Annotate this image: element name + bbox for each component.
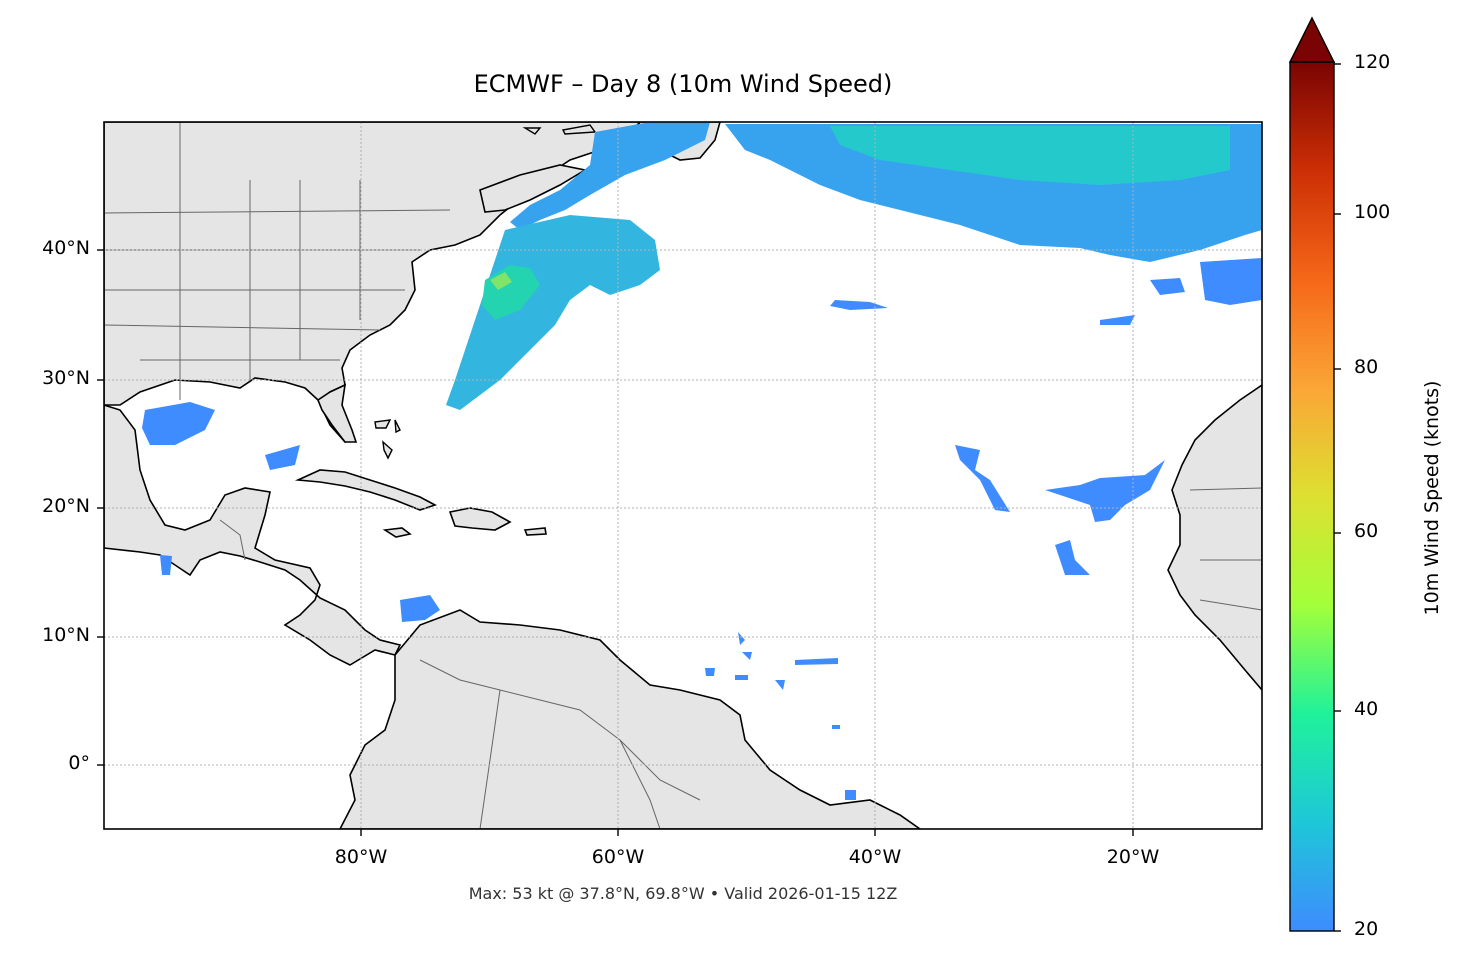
land-florida (317, 383, 358, 443)
land-bahamas (374, 419, 401, 460)
political-borders (104, 122, 1262, 829)
land-mexico (104, 404, 402, 666)
land-hispaniola (448, 507, 512, 531)
lat-tick-label: 40°N (42, 237, 90, 259)
map-footer-note: Max: 53 kt @ 37.8°N, 69.8°W • Valid 2026… (468, 884, 898, 903)
land-africa (1167, 384, 1262, 692)
lat-tick-label: 10°N (42, 624, 90, 646)
colorbar-tick-label: 80 (1354, 356, 1379, 378)
lon-tick-label: 20°W (1106, 846, 1160, 868)
colorbar-tick-label: 100 (1354, 201, 1391, 223)
land-nova-scotia (479, 164, 588, 213)
colorbar-tick-label: 60 (1354, 520, 1379, 542)
colorbar-extend-arrow (1288, 16, 1336, 63)
map-title: ECMWF – Day 8 (10m Wind Speed) (473, 70, 893, 98)
land-cuba (294, 469, 438, 511)
colorbar-tick-label: 40 (1354, 698, 1379, 720)
colorbar-tick-label: 120 (1354, 51, 1391, 73)
colorbar-title: 10m Wind Speed (knots) (1421, 380, 1443, 616)
land-jamaica (382, 527, 412, 538)
colorbar-gradient (1290, 62, 1334, 931)
wind-speed-field (142, 122, 1262, 800)
lon-tick-label: 60°W (591, 846, 645, 868)
lat-tick-label: 0° (68, 752, 90, 774)
axis-ticks (97, 249, 1134, 836)
lon-tick-label: 80°W (334, 846, 388, 868)
lat-tick-label: 20°N (42, 495, 90, 517)
colorbar-tick-label: 20 (1354, 918, 1379, 940)
colorbar (1288, 16, 1341, 932)
gridlines (104, 122, 1262, 829)
map-frame (103, 121, 1263, 830)
lat-tick-label: 30°N (42, 367, 90, 389)
land-puerto-rico (523, 527, 547, 536)
lon-tick-label: 40°W (848, 846, 902, 868)
land-south-america (339, 609, 922, 829)
